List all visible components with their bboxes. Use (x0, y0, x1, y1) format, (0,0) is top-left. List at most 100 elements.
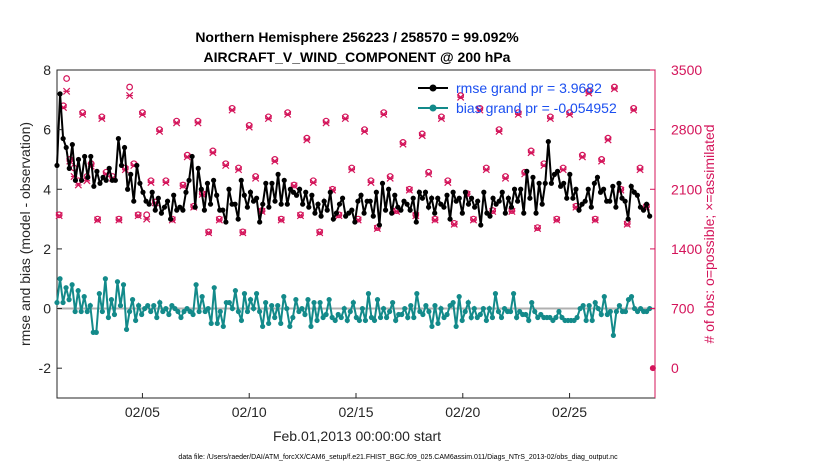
obs-possible-marker (559, 164, 567, 172)
bias-point (365, 291, 372, 297)
obs-possible-marker (418, 130, 426, 138)
rmse-point (125, 186, 131, 192)
bias-point (628, 294, 635, 300)
obs-assimilated-marker (424, 170, 433, 178)
bias-point (510, 291, 517, 297)
obs-possible-marker (271, 156, 279, 163)
obs-possible-marker (79, 109, 87, 116)
rmse-point (91, 183, 97, 189)
obs-assimilated-marker (386, 174, 394, 182)
bias-point (63, 285, 69, 291)
bias-point (75, 288, 81, 294)
bias-point (123, 326, 130, 333)
left-y-tick-label: 6 (43, 122, 51, 138)
obs-assimilated-marker (585, 89, 593, 97)
obs-possible-marker (438, 113, 445, 121)
obs-possible-marker (450, 219, 458, 227)
bias-point (281, 294, 287, 300)
obs-assimilated-marker (271, 157, 279, 165)
bias-point (592, 299, 598, 306)
rmse-point (168, 216, 174, 222)
bias-point (275, 302, 281, 309)
rmse-point (386, 186, 392, 192)
rmse-point (60, 135, 66, 142)
obs-assimilated-marker (147, 178, 155, 187)
obs-possible-marker (222, 160, 230, 168)
obs-assimilated-marker (604, 136, 612, 144)
bias-point (302, 311, 308, 318)
obs-assimilated-marker (610, 85, 619, 93)
obs-assimilated-marker (418, 131, 426, 140)
bias-point (462, 308, 468, 315)
obs-possible-marker (431, 215, 439, 223)
rmse-point (511, 186, 518, 192)
obs-possible-marker (470, 215, 477, 223)
bias-point (468, 314, 474, 321)
rmse-point (487, 213, 493, 219)
left-y-tick-label: 0 (43, 301, 51, 317)
rmse-point (293, 192, 300, 198)
rmse-point (647, 213, 653, 219)
obs-possible-marker (495, 126, 503, 134)
rmse-point (152, 207, 158, 213)
obs-assimilated-marker (79, 110, 87, 118)
x-axis-label: Feb.01,2013 00:00:00 start (273, 428, 441, 444)
rmse-point (573, 186, 579, 192)
rmse-point (296, 186, 303, 192)
obs-possible-marker (585, 87, 593, 95)
bias-point (311, 299, 317, 306)
legend: rmse grand pr = 3.9682 bias grand pr = -… (418, 80, 617, 116)
bias-point (193, 282, 199, 288)
obs-assimilated-marker (303, 136, 311, 144)
rmse-point (425, 204, 432, 210)
rmse-point (567, 171, 573, 177)
obs-possible-marker (139, 109, 146, 116)
rmse-point (407, 207, 413, 213)
bias-point (371, 317, 378, 324)
obs-possible-marker (239, 228, 247, 236)
rmse-point (69, 141, 75, 148)
obs-assimilated-marker (309, 178, 317, 187)
bias-point (622, 308, 629, 315)
left-y-tick-label: -2 (39, 360, 52, 376)
obs-possible-marker (405, 185, 413, 193)
bias-point (450, 299, 456, 306)
right-y-tick-label: 2100 (671, 181, 702, 197)
rmse-point (561, 180, 567, 186)
rmse-point (78, 177, 85, 183)
bias-point (235, 308, 242, 315)
rmse-point (155, 195, 161, 201)
rmse-point (379, 180, 386, 186)
bias-point (411, 314, 417, 321)
bias-point (196, 308, 202, 315)
rmse-point (158, 210, 165, 216)
obs-possible-marker (277, 215, 285, 223)
obs-possible-marker (143, 211, 151, 219)
rmse-point (527, 195, 533, 201)
rmse-point (263, 180, 269, 186)
rmse-point (324, 207, 330, 213)
bias-point (350, 299, 356, 306)
rmse-point (112, 177, 118, 183)
obs-assimilated-marker (591, 216, 599, 224)
obs-possible-marker (322, 117, 330, 125)
bias-point (523, 311, 529, 318)
rmse-point (85, 174, 91, 180)
rmse-point (554, 168, 561, 174)
rmse-point (118, 162, 125, 169)
bias-point (126, 308, 133, 315)
bias-point (326, 297, 332, 303)
bias-point (341, 305, 347, 312)
obs-assimilated-marker (234, 166, 243, 174)
bias-point (244, 308, 251, 315)
bias-point (616, 302, 623, 309)
bias-point (390, 299, 396, 306)
rmse-point (367, 198, 373, 204)
bias-point (263, 299, 269, 306)
rmse-point (309, 192, 315, 198)
bias-point (253, 291, 260, 297)
obs-assimilated-marker (172, 119, 181, 127)
bias-point (178, 314, 184, 321)
rmse-point (303, 189, 309, 195)
rmse-point (72, 177, 79, 183)
